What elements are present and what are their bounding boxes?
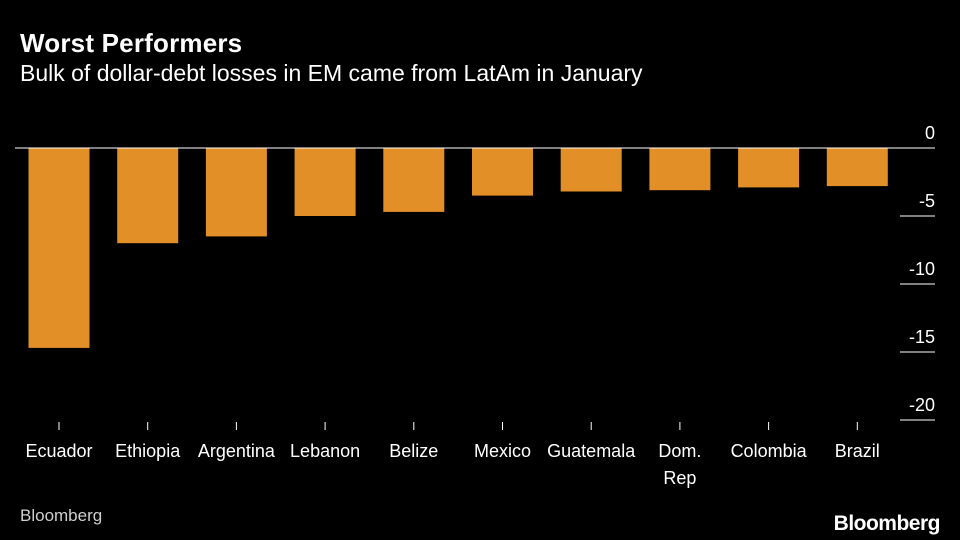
x-tick-label: Colombia — [731, 441, 808, 461]
x-tick-label: Guatemala — [547, 441, 636, 461]
x-tick-label-line: Brazil — [835, 441, 880, 461]
bar — [117, 148, 179, 244]
bar — [294, 148, 356, 216]
bar — [826, 148, 888, 187]
x-tick-label: Belize — [389, 441, 438, 461]
x-tick-label-line: Guatemala — [547, 441, 636, 461]
x-tick-label-line: Belize — [389, 441, 438, 461]
bar — [560, 148, 622, 192]
x-tick-label: Brazil — [835, 441, 880, 461]
x-tick-label-line: Lebanon — [290, 441, 360, 461]
y-tick-label: -5 — [919, 191, 935, 211]
x-tick-label: Dom. Rep — [658, 441, 701, 488]
x-tick-label-line: Ethiopia — [115, 441, 181, 461]
x-tick-label: Argentina — [198, 441, 276, 461]
bar — [649, 148, 711, 191]
y-tick-label: 0 — [925, 123, 935, 143]
bloomberg-logo: Bloomberg — [833, 512, 941, 535]
y-tick-label: -20 — [909, 395, 935, 415]
y-tick-label: -10 — [909, 259, 935, 279]
bar — [383, 148, 445, 212]
x-tick-label-line: Argentina — [198, 441, 276, 461]
x-tick-label: Ecuador — [25, 441, 92, 461]
source-label: Bloomberg — [20, 506, 103, 525]
x-tick-label-line: Rep — [663, 468, 696, 488]
x-tick-label-line: Colombia — [731, 441, 808, 461]
chart-title: Worst Performers — [20, 28, 243, 58]
x-tick-label: Lebanon — [290, 441, 360, 461]
x-tick-label: Mexico — [474, 441, 531, 461]
x-tick-label: Ethiopia — [115, 441, 181, 461]
x-tick-label-line: Mexico — [474, 441, 531, 461]
bar — [738, 148, 800, 188]
bar — [28, 148, 90, 348]
chart-subtitle: Bulk of dollar-debt losses in EM came fr… — [20, 60, 643, 86]
y-tick-label: -15 — [909, 327, 935, 347]
bar — [472, 148, 533, 196]
bar — [205, 148, 267, 237]
x-tick-label-line: Ecuador — [25, 441, 92, 461]
x-tick-label-line: Dom. — [658, 441, 701, 461]
